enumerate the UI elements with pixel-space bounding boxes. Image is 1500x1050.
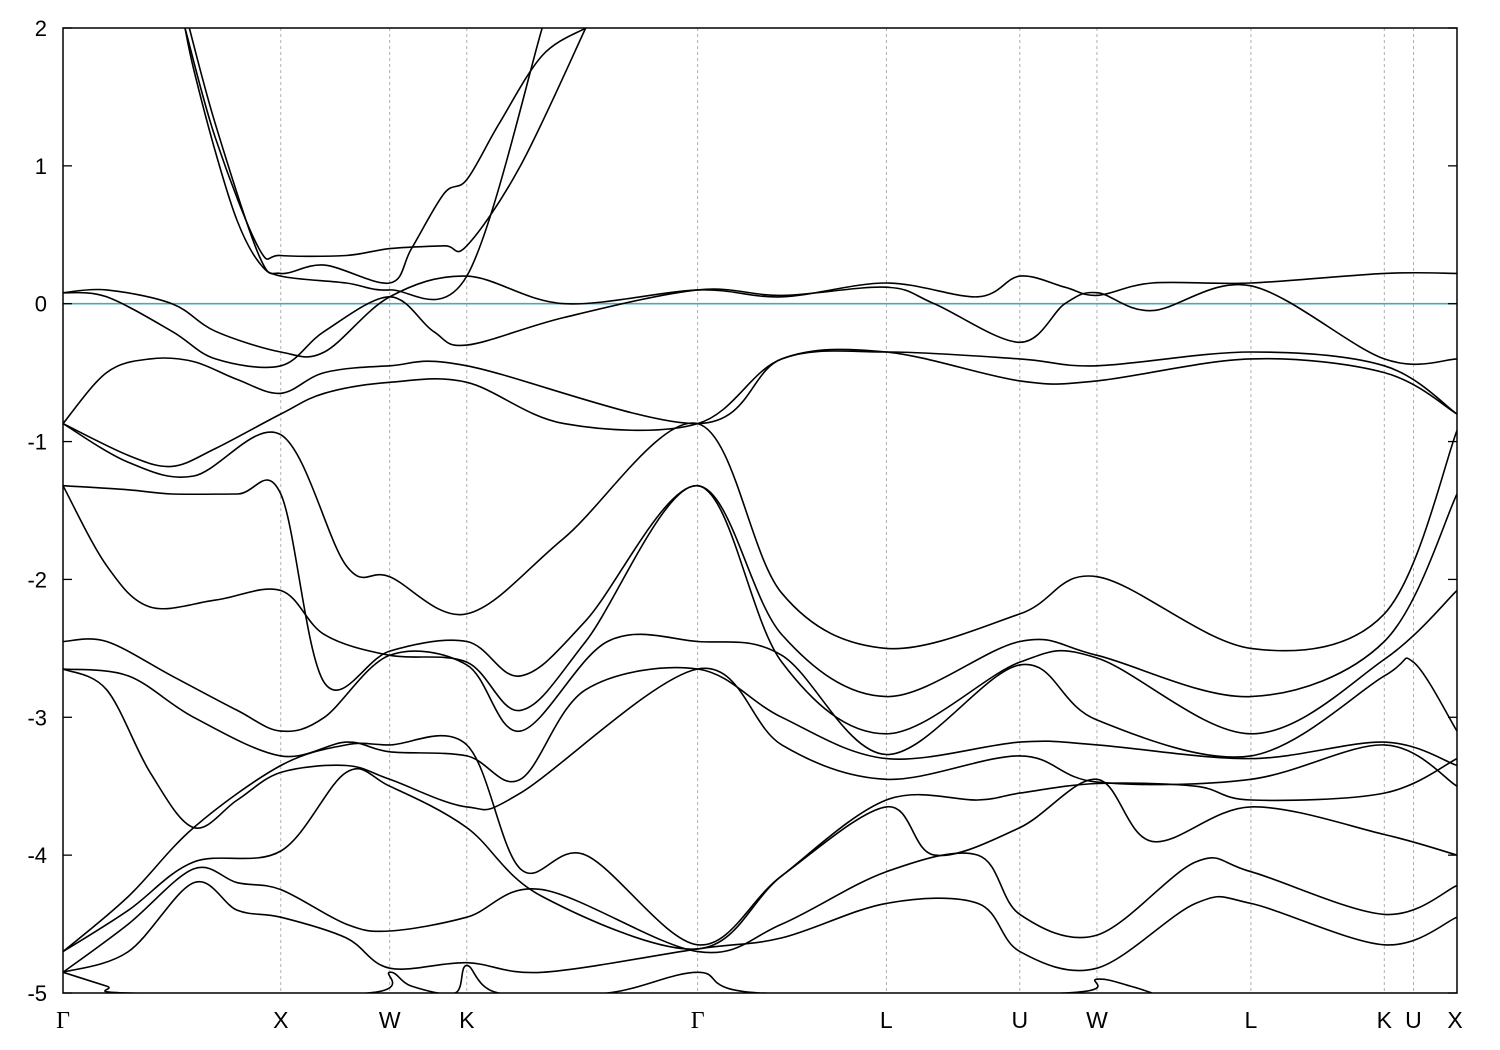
kpoint-label-2: W <box>379 1007 401 1033</box>
band-line-9 <box>63 479 1457 698</box>
band-line-8 <box>63 422 1457 652</box>
band-line-12 <box>63 666 1457 783</box>
kpoint-label-9: K <box>1377 1007 1393 1033</box>
kpoint-label-6: U <box>1012 1007 1029 1033</box>
kpoint-label-11: X <box>1447 1007 1462 1033</box>
band-line-3 <box>188 28 587 284</box>
y-tick-label: 1 <box>35 154 47 179</box>
y-tick-label: -2 <box>27 567 47 592</box>
kpoint-label-1: X <box>273 1007 288 1033</box>
kpoint-label-0: Γ <box>56 1008 70 1034</box>
band-lines <box>63 28 1457 993</box>
y-axis: -5 -4 -3 -2 -1 0 1 2 <box>27 16 1457 1006</box>
symmetry-gridlines <box>280 28 1414 993</box>
kpoint-label-3: K <box>459 1007 475 1033</box>
band-line-14 <box>63 734 1457 953</box>
band-line-13 <box>63 667 1457 829</box>
kpoint-label-10: U <box>1405 1007 1422 1033</box>
y-tick-label: -3 <box>27 705 47 730</box>
y-tick-label: 0 <box>35 292 47 317</box>
kpoint-label-5: L <box>880 1007 893 1033</box>
y-tick-label: -1 <box>27 430 47 455</box>
band-line-10 <box>63 484 1457 735</box>
kpoint-label-7: W <box>1086 1007 1108 1033</box>
y-tick-label: -4 <box>27 843 47 868</box>
band-line-6 <box>63 350 1457 425</box>
kpoint-label-8: L <box>1245 1007 1258 1033</box>
band-line-2 <box>184 28 587 260</box>
band-line-11 <box>63 633 1457 758</box>
band-line-17 <box>63 880 1457 974</box>
band-line-15 <box>63 757 1457 953</box>
kpoint-label-4: Γ <box>691 1008 705 1034</box>
plot-frame <box>62 27 1458 994</box>
band-line-18 <box>63 964 1153 993</box>
band-line-5 <box>63 283 1457 369</box>
band-line-4 <box>63 271 1457 358</box>
band-line-1 <box>184 28 543 301</box>
y-tick-label: 2 <box>35 16 47 41</box>
y-tick-label: -5 <box>27 981 47 1006</box>
band-line-16 <box>63 852 1457 973</box>
band-line-7 <box>63 348 1457 468</box>
